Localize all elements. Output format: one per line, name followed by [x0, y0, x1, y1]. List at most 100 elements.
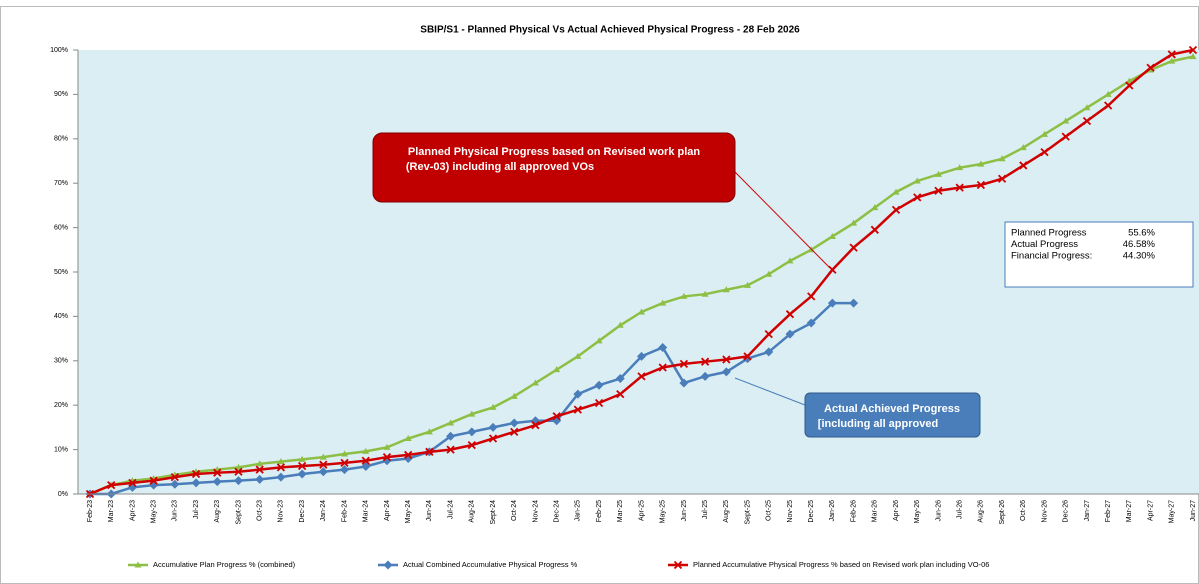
marker	[277, 458, 285, 465]
marker	[679, 378, 689, 388]
marker	[806, 318, 816, 328]
x-tick-label: Dec-24	[553, 500, 560, 523]
marker	[849, 298, 859, 308]
marker	[1019, 161, 1028, 170]
y-tick-label: 50%	[54, 269, 68, 276]
marker	[700, 357, 710, 366]
marker	[276, 463, 286, 472]
annotation-arrow	[734, 171, 831, 269]
marker	[318, 467, 328, 477]
marker	[107, 480, 116, 490]
x-tick-label: Aug-24	[469, 500, 476, 523]
marker	[743, 352, 752, 361]
x-tick-label: May-27	[1169, 500, 1176, 523]
marker	[615, 374, 625, 384]
marker	[934, 186, 943, 195]
y-tick-label: 30%	[54, 358, 68, 365]
marker	[1061, 132, 1070, 141]
marker	[233, 476, 243, 486]
marker	[828, 232, 836, 239]
marker	[276, 472, 286, 482]
marker	[489, 403, 497, 410]
marker	[785, 310, 795, 319]
x-tick-label: Jul-23	[193, 500, 200, 519]
x-tick-label: Dec-23	[299, 500, 306, 523]
x-tick-label: Nov-23	[278, 500, 285, 523]
marker	[191, 478, 201, 488]
y-tick-label: 0%	[58, 491, 68, 498]
x-tick-label: Sept-25	[744, 500, 751, 525]
x-tick-label: Dec-26	[1063, 500, 1070, 523]
marker	[510, 392, 518, 399]
x-tick-label: Jun-23	[172, 500, 179, 522]
marker	[721, 367, 731, 377]
summary-value: 55.6%	[1128, 228, 1155, 239]
x-tick-label: Apr-23	[129, 500, 136, 521]
marker	[234, 463, 242, 470]
x-tick-label: Nov-24	[532, 500, 539, 523]
summary-value: 44.30%	[1123, 251, 1156, 262]
marker	[255, 465, 264, 474]
marker	[638, 308, 645, 315]
y-tick-label: 10%	[54, 446, 68, 453]
marker	[170, 472, 179, 482]
x-tick-label: Mar-24	[363, 500, 370, 522]
annotation-text: [including all approved	[818, 418, 938, 430]
x-tick-label: Jun-27	[1190, 500, 1197, 522]
marker	[1146, 63, 1155, 72]
marker	[1147, 66, 1155, 73]
marker	[1125, 81, 1134, 90]
marker	[680, 292, 688, 299]
marker	[404, 450, 413, 460]
legend-label: Planned Accumulative Physical Progress %…	[693, 560, 989, 569]
marker	[383, 443, 391, 450]
x-tick-label: Sept-24	[490, 500, 497, 525]
marker	[1167, 50, 1176, 59]
marker	[891, 205, 901, 214]
marker	[553, 366, 561, 373]
marker	[659, 299, 667, 306]
marker	[765, 270, 773, 277]
x-tick-label: Feb-23	[87, 500, 94, 522]
annotation-text: Planned Physical Progress based on Revis…	[408, 146, 700, 158]
marker	[658, 363, 667, 372]
legend-label: Actual Combined Accumulative Physical Pr…	[403, 560, 578, 569]
annotation-text: (Rev-03) including all approved VOs	[406, 161, 594, 173]
x-tick-label: Oct-23	[257, 500, 264, 521]
x-tick-label: Feb-27	[1105, 500, 1112, 522]
marker	[934, 170, 942, 177]
x-tick-label: Mar-26	[872, 500, 879, 522]
marker	[425, 447, 434, 456]
y-tick-label: 40%	[54, 313, 68, 320]
planned-annotation-box	[372, 132, 736, 203]
y-tick-label: 70%	[54, 180, 68, 187]
marker	[595, 337, 603, 344]
marker	[319, 453, 327, 460]
marker	[341, 450, 349, 457]
marker	[976, 180, 986, 190]
summary-label: Actual Progress	[1011, 239, 1078, 250]
marker	[170, 479, 180, 489]
x-tick-label: May-23	[150, 500, 157, 523]
marker	[807, 292, 816, 301]
x-tick-label: Aug-26	[978, 500, 985, 523]
marker	[956, 164, 964, 171]
chart-title: SBIP/S1 - Planned Physical Vs Actual Ach…	[420, 25, 800, 36]
marker	[340, 465, 350, 475]
annotation-text: Actual Achieved Progress	[824, 403, 960, 415]
marker	[1041, 130, 1049, 137]
marker	[637, 351, 646, 361]
x-tick-label: Jan-25	[575, 500, 582, 522]
marker	[1083, 104, 1091, 111]
marker	[297, 461, 307, 471]
marker	[637, 372, 646, 381]
marker	[744, 281, 752, 288]
x-tick-label: Jul-24	[447, 500, 454, 519]
marker	[1104, 101, 1113, 110]
x-tick-label: Jun-26	[935, 500, 942, 522]
marker	[658, 342, 668, 352]
marker	[467, 441, 476, 450]
summary-box	[1004, 221, 1194, 288]
marker	[191, 469, 201, 479]
